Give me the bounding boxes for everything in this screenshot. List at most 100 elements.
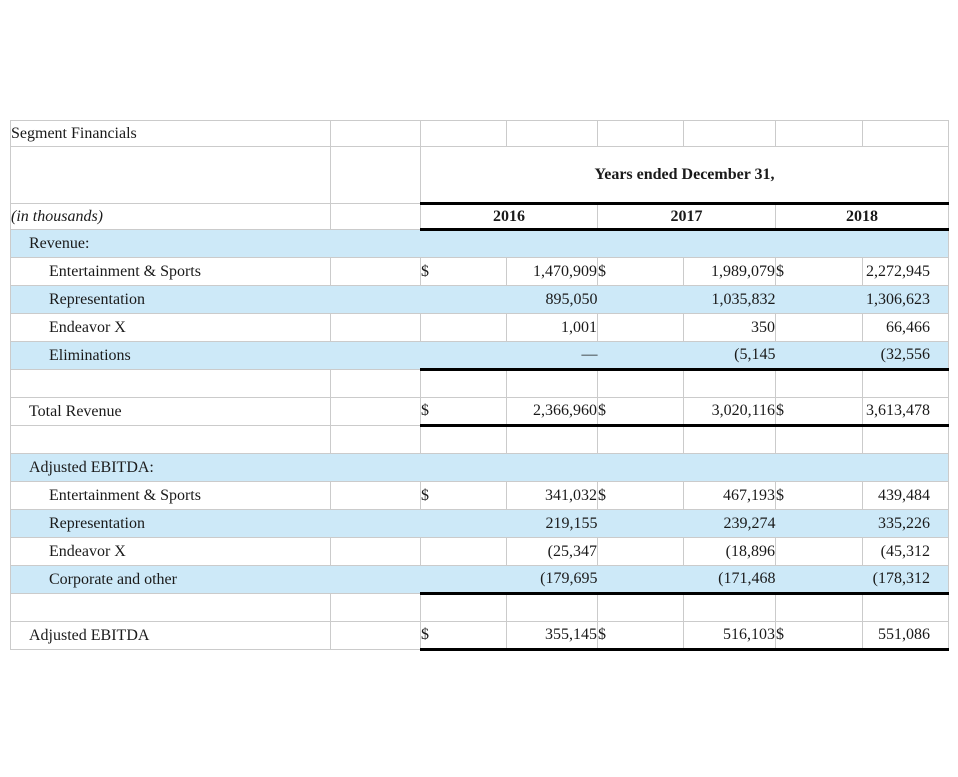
value-cell: 1,035,832	[683, 285, 776, 314]
value-cell	[683, 425, 776, 454]
dollar-sign-cell	[597, 313, 684, 342]
value-cell: 239,274	[683, 509, 776, 538]
spacer-cell	[330, 341, 421, 370]
empty-cell	[683, 120, 776, 147]
row-label: Endeavor X	[10, 537, 331, 566]
row-label	[10, 425, 331, 454]
dollar-sign-cell: $	[597, 397, 684, 427]
dollar-sign-cell	[775, 285, 863, 314]
row-label: Corporate and other	[10, 565, 331, 594]
empty-cell	[597, 120, 684, 147]
empty-cell	[420, 120, 507, 147]
spacer-cell	[330, 453, 421, 482]
spacer-row	[10, 425, 949, 454]
value-cell: (32,556	[862, 341, 949, 371]
period-header: Years ended December 31,	[420, 146, 949, 205]
dollar-sign-cell	[420, 537, 507, 566]
data-row: Endeavor X (25,347 (18,896 (45,312	[10, 537, 949, 566]
value-cell: —	[506, 341, 598, 371]
dollar-sign-cell	[420, 229, 507, 258]
value-cell	[506, 425, 598, 454]
units-label: (in thousands)	[10, 203, 331, 230]
value-cell	[683, 369, 776, 398]
value-cell: 2,272,945	[862, 257, 949, 286]
value-cell	[683, 453, 776, 482]
value-cell: (5,145	[683, 341, 776, 371]
dollar-sign-cell	[597, 285, 684, 314]
value-cell: (45,312	[862, 537, 949, 566]
row-label: Representation	[10, 285, 331, 314]
spacer-cell	[330, 369, 421, 398]
dollar-sign-cell: $	[420, 481, 507, 510]
value-cell: 341,032	[506, 481, 598, 510]
row-label: Representation	[10, 509, 331, 538]
data-row: Entertainment & Sports $341,032 $467,193 $4…	[10, 481, 949, 510]
value-cell: (179,695	[506, 565, 598, 595]
dollar-sign-cell: $	[775, 481, 863, 510]
dollar-sign-cell	[775, 369, 863, 398]
dollar-sign-cell: $	[775, 621, 863, 651]
value-cell: 66,466	[862, 313, 949, 342]
dollar-sign-cell	[775, 593, 863, 622]
value-cell: 516,103	[683, 621, 776, 651]
dollar-sign-cell	[597, 509, 684, 538]
dollar-sign-cell	[420, 593, 507, 622]
value-cell	[506, 229, 598, 258]
dollar-sign-cell	[597, 369, 684, 398]
row-label: Entertainment & Sports	[10, 481, 331, 510]
value-cell: 1,306,623	[862, 285, 949, 314]
value-cell: 895,050	[506, 285, 598, 314]
value-cell: 335,226	[862, 509, 949, 538]
period-header-row: Years ended December 31,	[10, 146, 949, 205]
value-cell	[862, 425, 949, 454]
spacer-cell	[330, 397, 421, 426]
spacer-cell	[330, 621, 421, 650]
table-title-row: Segment Financials	[10, 120, 949, 147]
dollar-sign-cell: $	[597, 257, 684, 286]
value-cell: 2,366,960	[506, 397, 598, 427]
spacer-cell	[330, 313, 421, 342]
dollar-sign-cell	[775, 313, 863, 342]
spacer-cell	[330, 285, 421, 314]
spacer-cell	[330, 565, 421, 594]
dollar-sign-cell: $	[597, 621, 684, 651]
spacer-cell	[330, 537, 421, 566]
value-cell	[862, 369, 949, 398]
dollar-sign-cell	[775, 509, 863, 538]
dollar-sign-cell	[420, 341, 507, 371]
value-cell	[506, 593, 598, 622]
data-row: Total Revenue $2,366,960 $3,020,116 $3,613,…	[10, 397, 949, 427]
value-cell	[862, 593, 949, 622]
empty-cell	[10, 146, 331, 204]
value-cell	[683, 593, 776, 622]
value-cell: 3,020,116	[683, 397, 776, 427]
dollar-sign-cell	[775, 341, 863, 371]
empty-cell	[330, 203, 421, 230]
dollar-sign-cell	[420, 285, 507, 314]
dollar-sign-cell	[420, 509, 507, 538]
dollar-sign-cell: $	[775, 397, 863, 427]
dollar-sign-cell	[597, 593, 684, 622]
empty-cell	[775, 120, 863, 147]
section-header-row: Adjusted EBITDA:	[10, 453, 949, 482]
spacer-cell	[330, 257, 421, 286]
table-title: Segment Financials	[10, 120, 331, 147]
value-cell: 1,989,079	[683, 257, 776, 286]
value-cell: (18,896	[683, 537, 776, 566]
data-row: Representation 219,155 239,274 335,226	[10, 509, 949, 538]
data-row: Adjusted EBITDA $355,145 $516,103 $551,086	[10, 621, 949, 651]
row-label: Total Revenue	[10, 397, 331, 426]
year-header-2016: 2016	[420, 203, 598, 231]
year-header-row: (in thousands) 2016 2017 2018	[10, 203, 949, 231]
dollar-sign-cell	[775, 229, 863, 258]
dollar-sign-cell	[420, 453, 507, 482]
dollar-sign-cell	[597, 341, 684, 371]
value-cell: 3,613,478	[862, 397, 949, 427]
row-label: Endeavor X	[10, 313, 331, 342]
data-row: Representation 895,050 1,035,832 1,306,623	[10, 285, 949, 314]
value-cell: 219,155	[506, 509, 598, 538]
dollar-sign-cell	[597, 425, 684, 454]
dollar-sign-cell	[775, 453, 863, 482]
value-cell: (25,347	[506, 537, 598, 566]
